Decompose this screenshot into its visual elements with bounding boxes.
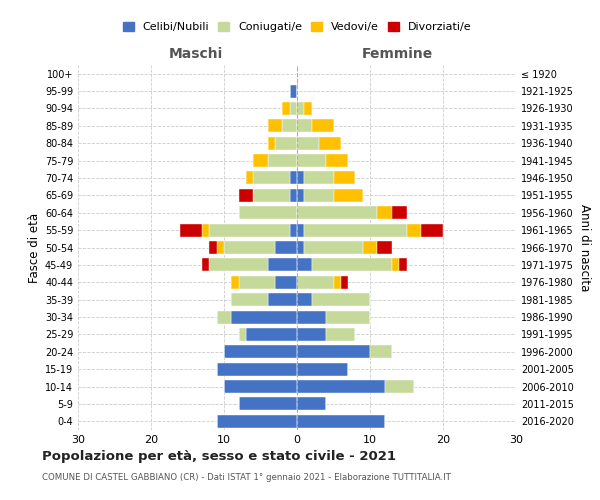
Bar xyxy=(326,154,348,167)
Bar xyxy=(297,102,304,115)
Bar xyxy=(202,224,209,236)
Bar xyxy=(297,398,326,410)
Bar xyxy=(275,136,297,149)
Bar xyxy=(239,398,297,410)
Bar xyxy=(311,258,392,272)
Bar xyxy=(377,206,392,220)
Bar xyxy=(297,310,326,324)
Bar xyxy=(217,362,297,376)
Bar xyxy=(304,102,311,115)
Bar xyxy=(253,189,290,202)
Bar xyxy=(290,189,297,202)
Text: Femmine: Femmine xyxy=(362,48,433,62)
Bar xyxy=(268,154,297,167)
Bar xyxy=(283,102,290,115)
Bar xyxy=(297,346,370,358)
Bar xyxy=(253,154,268,167)
Bar xyxy=(326,310,370,324)
Bar xyxy=(297,136,319,149)
Y-axis label: Fasce di età: Fasce di età xyxy=(28,212,41,282)
Bar xyxy=(290,172,297,184)
Bar xyxy=(224,241,275,254)
Bar xyxy=(385,380,414,393)
Bar xyxy=(253,172,290,184)
Bar xyxy=(290,224,297,236)
Bar xyxy=(290,102,297,115)
Bar xyxy=(246,328,297,341)
Bar xyxy=(283,120,297,132)
Bar xyxy=(421,224,443,236)
Y-axis label: Anni di nascita: Anni di nascita xyxy=(578,204,591,291)
Bar xyxy=(297,206,377,220)
Bar xyxy=(334,172,355,184)
Bar xyxy=(362,241,377,254)
Bar xyxy=(304,189,334,202)
Bar xyxy=(399,258,407,272)
Bar xyxy=(246,172,253,184)
Bar xyxy=(297,328,326,341)
Bar xyxy=(217,310,232,324)
Bar xyxy=(334,189,362,202)
Bar xyxy=(326,328,355,341)
Bar xyxy=(209,224,290,236)
Bar xyxy=(275,276,297,289)
Bar xyxy=(392,258,399,272)
Bar xyxy=(297,293,311,306)
Bar xyxy=(290,84,297,98)
Bar xyxy=(268,120,283,132)
Text: Popolazione per età, sesso e stato civile - 2021: Popolazione per età, sesso e stato civil… xyxy=(42,450,396,463)
Bar xyxy=(341,276,348,289)
Bar xyxy=(297,362,348,376)
Bar xyxy=(311,293,370,306)
Bar xyxy=(392,206,407,220)
Bar xyxy=(334,276,341,289)
Bar xyxy=(297,154,326,167)
Bar xyxy=(297,415,385,428)
Text: Maschi: Maschi xyxy=(169,48,223,62)
Bar xyxy=(209,241,217,254)
Bar xyxy=(202,258,209,272)
Bar xyxy=(297,189,304,202)
Text: COMUNE DI CASTEL GABBIANO (CR) - Dati ISTAT 1° gennaio 2021 - Elaborazione TUTTI: COMUNE DI CASTEL GABBIANO (CR) - Dati IS… xyxy=(42,472,451,482)
Bar xyxy=(217,241,224,254)
Bar xyxy=(268,136,275,149)
Bar xyxy=(224,346,297,358)
Bar xyxy=(297,241,304,254)
Bar xyxy=(297,172,304,184)
Bar xyxy=(268,258,297,272)
Bar xyxy=(304,224,407,236)
Bar xyxy=(268,293,297,306)
Bar xyxy=(297,120,311,132)
Bar xyxy=(297,276,334,289)
Bar xyxy=(275,241,297,254)
Bar xyxy=(239,189,253,202)
Bar xyxy=(304,172,334,184)
Bar xyxy=(297,258,311,272)
Bar xyxy=(370,346,392,358)
Bar xyxy=(180,224,202,236)
Bar xyxy=(304,241,362,254)
Bar xyxy=(239,276,275,289)
Bar xyxy=(224,380,297,393)
Bar xyxy=(319,136,341,149)
Bar xyxy=(232,276,239,289)
Bar xyxy=(209,258,268,272)
Bar xyxy=(239,328,246,341)
Bar xyxy=(311,120,334,132)
Bar xyxy=(297,380,385,393)
Legend: Celibi/Nubili, Coniugati/e, Vedovi/e, Divorziati/e: Celibi/Nubili, Coniugati/e, Vedovi/e, Di… xyxy=(121,20,473,34)
Bar xyxy=(232,293,268,306)
Bar xyxy=(297,224,304,236)
Bar xyxy=(232,310,297,324)
Bar xyxy=(239,206,297,220)
Bar xyxy=(217,415,297,428)
Bar xyxy=(407,224,421,236)
Bar xyxy=(377,241,392,254)
